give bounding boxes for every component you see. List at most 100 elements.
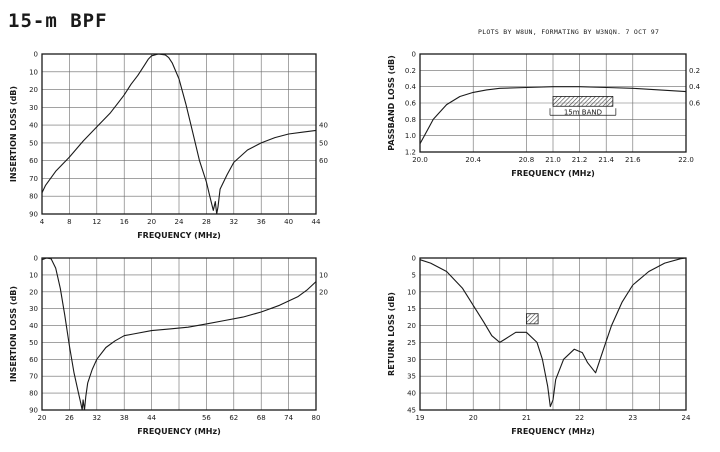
x-tick-label: 24 [682,414,691,422]
y-tick-label: 30 [29,305,38,313]
y-tick-label: 20 [29,288,38,296]
band-marker [526,313,539,325]
figure-title: 15-m BPF [8,10,108,32]
y-tick-label: 70 [29,175,38,183]
x-tick-label: 12 [92,218,101,226]
y-tick-label: 0 [34,255,38,263]
right-axis-label: 10 [319,271,328,279]
x-tick-label: 21.2 [572,156,588,164]
x-tick-label: 38 [120,414,129,422]
y-tick-label: 5 [412,271,416,279]
x-tick-label: 36 [257,218,266,226]
x-tick-label: 32 [229,218,238,226]
y-tick-label: 0 [34,51,38,59]
y-tick-label: 40 [29,322,38,330]
y-tick-label: 1.0 [405,132,416,140]
y-tick-label: 35 [407,373,416,381]
y-tick-label: 70 [29,373,38,381]
x-tick-label: 62 [229,414,238,422]
chart-bl: 20 26 32 38 44 56 62 68 74 80 0 10 20 30 40 50 60 70 80 90 1… [9,255,328,437]
y-tick-label: 15 [407,305,416,313]
x-tick-label: 21.4 [598,156,614,164]
x-tick-label: 20.4 [465,156,481,164]
y-tick-label: 20 [29,86,38,94]
x-tick-label: 44 [312,218,321,226]
x-tick-label: 20.8 [519,156,535,164]
y-tick-label: 30 [29,104,38,112]
plot-frame [41,257,317,411]
x-tick-label: 68 [257,414,266,422]
plot-credit: PLOTS BY W8UN, FORMATING BY W3NQN. 7 OCT… [478,28,660,36]
y-tick-label: 60 [29,157,38,165]
x-tick-label: 20 [147,218,156,226]
x-tick-label: 8 [67,218,71,226]
y-tick-label: 40 [29,122,38,130]
right-axis-label: 20 [319,288,328,296]
plot-frame [419,257,687,411]
y-tick-label: 1.2 [405,149,416,157]
y-tick-label: 30 [407,356,416,364]
y-tick-label: 90 [29,211,38,219]
x-tick-label: 19 [416,414,425,422]
x-tick-label: 32 [92,414,101,422]
chart-tr: 20.0 20.4 20.8 21.0 21.2 21.4 21.6 22.0 0 0.2 0.4 0… [387,51,701,179]
band-label: 15m BAND [564,108,602,116]
x-tick-label: 23 [628,414,637,422]
x-tick-label: 26 [65,414,74,422]
y-tick-label: 20 [407,322,416,330]
x-tick-label: 21.6 [625,156,641,164]
series-line [41,53,317,215]
y-tick-label: 0.4 [405,83,417,91]
x-tick-label: 20 [469,414,478,422]
y-tick-label: 0.6 [405,100,417,108]
x-tick-label: 28 [202,218,211,226]
x-tick-label: 21 [522,414,531,422]
x-tick-label: 80 [312,414,321,422]
series-line [41,257,317,411]
x-axis-label: FREQUENCY (MHz) [511,427,595,436]
y-tick-label: 80 [29,390,38,398]
y-tick-label: 50 [29,139,38,147]
x-tick-label: 44 [147,414,156,422]
series-line [419,257,687,408]
plot-frame [419,53,687,153]
right-axis-label: 60 [319,157,328,165]
x-tick-label: 74 [284,414,293,422]
x-tick-label: 22.0 [678,156,694,164]
band-marker [552,96,614,107]
x-tick-label: 40 [284,218,293,226]
x-tick-label: 56 [202,414,211,422]
y-axis-label: INSERTION LOSS (dB) [9,86,18,182]
y-axis-label: INSERTION LOSS (dB) [9,286,18,382]
y-axis-label: PASSBAND LOSS (dB) [387,55,396,151]
series-line [419,86,687,145]
y-tick-label: 0 [412,255,416,263]
plot-frame [41,53,317,215]
y-tick-label: 0 [412,51,416,59]
y-tick-label: 45 [407,407,416,415]
right-axis-label: 0.6 [689,100,701,108]
y-tick-label: 0.8 [405,116,416,124]
right-axis-label: 40 [319,122,328,130]
y-tick-label: 40 [407,390,416,398]
y-tick-label: 80 [29,193,38,201]
right-axis-label: 0.2 [689,67,700,75]
x-tick-label: 21.0 [545,156,561,164]
right-axis-label: 50 [319,139,328,147]
y-tick-label: 90 [29,407,38,415]
y-tick-label: 25 [407,339,416,347]
y-tick-label: 10 [407,288,416,296]
x-tick-label: 4 [40,218,45,226]
x-tick-label: 16 [120,218,129,226]
x-tick-label: 20 [38,414,47,422]
y-tick-label: 60 [29,356,38,364]
y-tick-label: 10 [29,68,38,76]
y-axis-label: RETURN LOSS (dB) [387,292,396,376]
x-axis-label: FREQUENCY (MHz) [137,231,221,240]
y-tick-label: 50 [29,339,38,347]
x-tick-label: 22 [575,414,584,422]
chart-br: 19 20 21 22 23 24 0 5 10 15 20 25 30 35 40 45 FREQUENCY … [387,255,691,437]
y-tick-label: 10 [29,271,38,279]
chart-tl: 4 8 12 16 20 24 28 32 36 40 44 0 10 20 30 40 50 60 70 80 90 4… [9,51,328,241]
